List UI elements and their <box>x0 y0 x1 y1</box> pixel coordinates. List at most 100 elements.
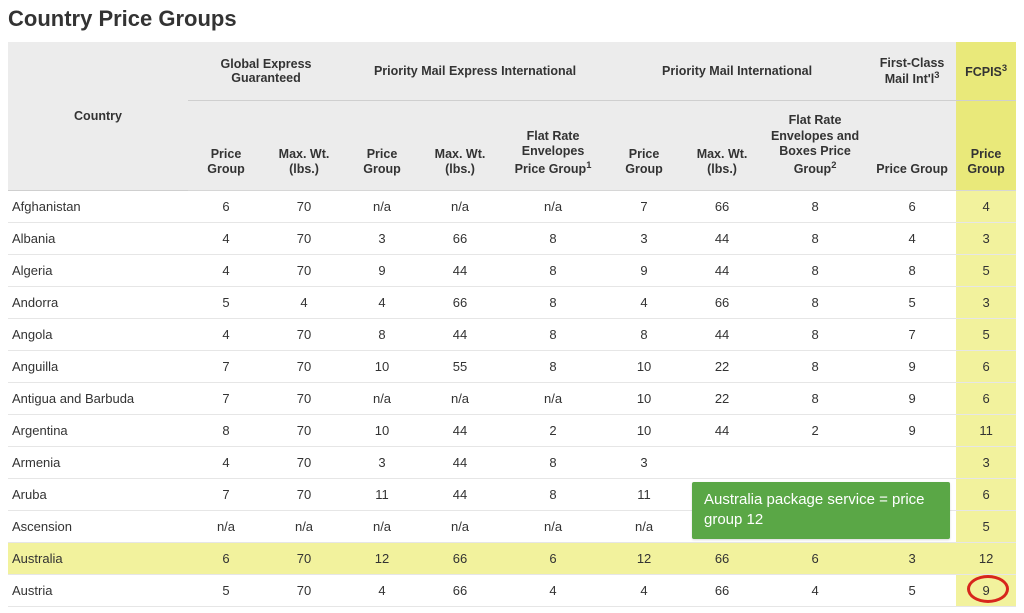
data-cell: 44 <box>420 446 500 478</box>
data-cell: 8 <box>606 318 682 350</box>
data-cell: 70 <box>264 222 344 254</box>
data-cell: 8 <box>762 286 868 318</box>
callout-annotation: Australia package service = price group … <box>692 482 950 539</box>
data-cell: 7 <box>188 478 264 510</box>
country-cell: Anguilla <box>8 350 188 382</box>
data-cell: 44 <box>420 478 500 510</box>
data-cell: 4 <box>264 286 344 318</box>
data-cell: n/a <box>500 190 606 222</box>
data-cell: 3 <box>868 542 956 574</box>
data-cell: 6 <box>188 542 264 574</box>
header-group-row: CountryGlobal Express GuaranteedPriority… <box>8 42 1016 101</box>
table-row: Antigua and Barbuda770n/an/an/a1022896 <box>8 382 1016 414</box>
data-cell: 10 <box>344 350 420 382</box>
data-cell: n/a <box>420 510 500 542</box>
data-cell: 66 <box>682 190 762 222</box>
data-cell: 9 <box>868 414 956 446</box>
data-cell: 5 <box>956 510 1016 542</box>
data-cell: 5 <box>956 318 1016 350</box>
data-cell <box>868 446 956 478</box>
callout-text: Australia package service = price group … <box>704 491 925 528</box>
data-cell: 8 <box>762 382 868 414</box>
data-cell: n/a <box>500 382 606 414</box>
table-row: Australia6701266612666312 <box>8 542 1016 574</box>
country-cell: Angola <box>8 318 188 350</box>
header-sub-5: Price Group <box>606 101 682 191</box>
data-cell: 10 <box>344 414 420 446</box>
data-cell: 22 <box>682 350 762 382</box>
data-cell: 3 <box>956 446 1016 478</box>
country-cell: Aruba <box>8 478 188 510</box>
data-cell: 4 <box>188 318 264 350</box>
data-cell: 70 <box>264 478 344 510</box>
table-row: Armenia470344833 <box>8 446 1016 478</box>
country-cell: Argentina <box>8 414 188 446</box>
data-cell: n/a <box>264 510 344 542</box>
country-cell: Algeria <box>8 254 188 286</box>
header-sub-1: Max. Wt. (lbs.) <box>264 101 344 191</box>
data-cell: 7 <box>606 190 682 222</box>
data-cell: 4 <box>868 222 956 254</box>
data-cell: 3 <box>606 446 682 478</box>
data-cell: 6 <box>868 190 956 222</box>
country-cell: Antigua and Barbuda <box>8 382 188 414</box>
data-cell: 7 <box>188 382 264 414</box>
page-title: Country Price Groups <box>8 6 1016 32</box>
country-cell: Austria <box>8 574 188 606</box>
header-sub-9: Price Group <box>956 101 1016 191</box>
data-cell: 44 <box>420 318 500 350</box>
table-wrapper: CountryGlobal Express GuaranteedPriority… <box>8 42 1016 607</box>
table-row: Argentina8701044210442911 <box>8 414 1016 446</box>
data-cell: 8 <box>500 350 606 382</box>
country-cell: Armenia <box>8 446 188 478</box>
data-cell: 4 <box>606 286 682 318</box>
data-cell: 10 <box>606 414 682 446</box>
data-cell: n/a <box>420 382 500 414</box>
data-cell: 8 <box>188 414 264 446</box>
data-cell: 70 <box>264 542 344 574</box>
header-sub-4: Flat Rate Envelopes Price Group1 <box>500 101 606 191</box>
data-cell: 8 <box>500 478 606 510</box>
data-cell: 6 <box>956 350 1016 382</box>
data-cell: n/a <box>344 510 420 542</box>
header-group-0: Country <box>8 42 188 190</box>
data-cell: 8 <box>868 254 956 286</box>
data-cell: 11 <box>606 478 682 510</box>
data-cell: 5 <box>188 286 264 318</box>
data-cell: 4 <box>344 286 420 318</box>
table-row: Andorra544668466853 <box>8 286 1016 318</box>
data-cell: 9 <box>868 382 956 414</box>
data-cell: 70 <box>264 350 344 382</box>
data-cell: 9 <box>956 574 1016 606</box>
header-sub-7: Flat Rate Envelopes and Boxes Price Grou… <box>762 101 868 191</box>
table-row: Afghanistan670n/an/an/a766864 <box>8 190 1016 222</box>
data-cell: 4 <box>188 254 264 286</box>
data-cell: 66 <box>682 542 762 574</box>
data-cell: 8 <box>762 254 868 286</box>
data-cell: 2 <box>762 414 868 446</box>
data-cell: 7 <box>868 318 956 350</box>
data-cell: 8 <box>500 446 606 478</box>
data-cell: n/a <box>606 510 682 542</box>
data-cell: 3 <box>606 222 682 254</box>
data-cell: 44 <box>682 222 762 254</box>
header-sub-0: Price Group <box>188 101 264 191</box>
header-sub-6: Max. Wt. (lbs.) <box>682 101 762 191</box>
data-cell: 7 <box>188 350 264 382</box>
country-cell: Andorra <box>8 286 188 318</box>
country-cell: Albania <box>8 222 188 254</box>
data-cell: 9 <box>868 350 956 382</box>
data-cell: 66 <box>682 574 762 606</box>
data-cell: 70 <box>264 318 344 350</box>
data-cell: 8 <box>762 222 868 254</box>
table-row: Angola4708448844875 <box>8 318 1016 350</box>
data-cell: 5 <box>868 286 956 318</box>
data-cell: 12 <box>344 542 420 574</box>
data-cell: 8 <box>762 318 868 350</box>
data-cell: 44 <box>682 318 762 350</box>
data-cell: 70 <box>264 574 344 606</box>
data-cell: 6 <box>762 542 868 574</box>
data-cell: 4 <box>344 574 420 606</box>
data-cell: 6 <box>188 190 264 222</box>
data-cell: 3 <box>956 222 1016 254</box>
